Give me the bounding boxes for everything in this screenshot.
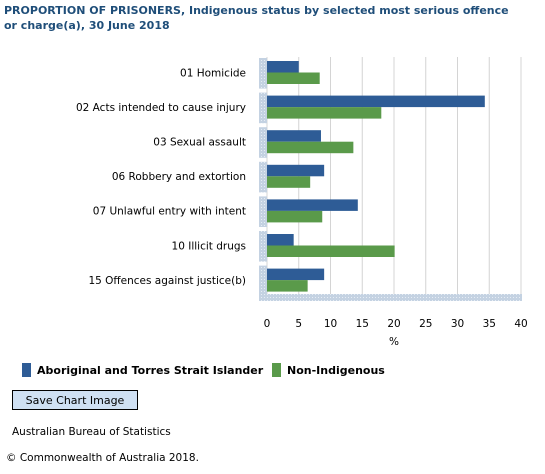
bar-series2 [267, 107, 382, 119]
x-tick-label: 30 [451, 318, 464, 330]
x-tick-label: 20 [387, 318, 400, 330]
category-axis-band [259, 196, 267, 227]
category-axis-band [259, 127, 267, 158]
category-axis-band [259, 161, 267, 193]
legend-swatch-series1 [22, 363, 31, 377]
x-tick-label: 15 [356, 318, 369, 330]
category-label: 01 Homicide [180, 67, 246, 79]
bar-series2 [267, 245, 395, 257]
bar-series2 [267, 141, 354, 154]
bar-series1 [267, 130, 321, 142]
category-axis-band [259, 92, 267, 124]
category-label: 06 Robbery and extortion [112, 171, 246, 183]
bar-series1 [267, 268, 325, 281]
copyright-text: © Commonwealth of Australia 2018. [6, 452, 199, 464]
legend-label-series1: Aboriginal and Torres Strait Islander [37, 363, 264, 377]
x-tick-label: 0 [264, 318, 271, 330]
category-axis-band [259, 265, 267, 297]
bar-series1 [267, 61, 299, 73]
legend-swatch-series2 [272, 363, 281, 377]
source-text: Australian Bureau of Statistics [12, 426, 171, 438]
category-axis-band [259, 231, 267, 262]
value-axis-band [259, 294, 522, 301]
chart-title-bold: PROPORTION OF PRISONERS [4, 4, 181, 17]
bar-series1 [267, 234, 294, 246]
legend-item-series1: Aboriginal and Torres Strait Islander [22, 362, 263, 378]
chart-title: PROPORTION OF PRISONERS, Indigenous stat… [4, 3, 524, 33]
bar-series1 [267, 95, 485, 108]
bar-series2 [267, 210, 323, 223]
x-axis-label: % [389, 336, 399, 348]
x-tick-label: 25 [419, 318, 432, 330]
category-label: 02 Acts intended to cause injury [76, 102, 246, 114]
bar-series1 [267, 199, 358, 211]
category-label: 15 Offences against justice(b) [88, 275, 246, 287]
legend-label-series2: Non-Indigenous [287, 363, 385, 377]
category-label: 07 Unlawful entry with intent [93, 206, 246, 218]
bar-series2 [267, 176, 311, 188]
save-chart-image-button[interactable]: Save Chart Image [12, 390, 138, 410]
x-tick-label: 5 [295, 318, 302, 330]
bar-chart: 01 Homicide 02 Acts intended to cause inj… [76, 57, 528, 348]
x-tick-label: 10 [324, 318, 337, 330]
bar-series1 [267, 164, 325, 177]
chart-title-rest: , Indigenous status by selected most ser… [4, 4, 509, 32]
legend-item-series2: Non-Indigenous [272, 362, 385, 378]
category-label: 10 Illicit drugs [172, 240, 246, 252]
category-axis-band [259, 58, 267, 89]
x-tick-label: 35 [483, 318, 496, 330]
bar-series2 [267, 72, 320, 84]
category-label: 03 Sexual assault [153, 137, 246, 149]
bar-series2 [267, 280, 308, 292]
x-tick-label: 40 [514, 318, 527, 330]
